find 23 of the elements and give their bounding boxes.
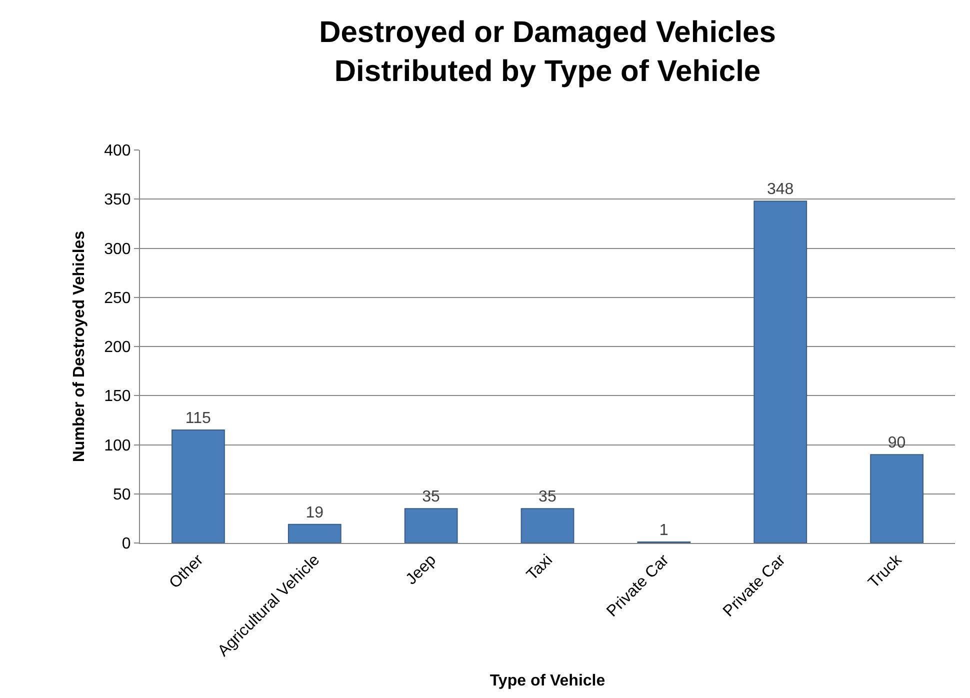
data-label: 1 [659,522,668,540]
data-label: 19 [306,504,324,522]
y-tick-label: 350 [104,192,131,209]
chart-title: Destroyed or Damaged Vehicles Distributed by Type of Vehicle [319,16,776,88]
bar [288,524,342,543]
y-tick-label: 200 [104,339,131,356]
x-axis-title: Type of Vehicle [490,672,606,690]
data-label: 115 [185,410,212,428]
x-tick-label: Taxi [524,552,556,584]
bar [520,508,574,543]
y-tick-label: 400 [104,142,131,160]
data-label: 348 [766,181,794,198]
y-axis-title: Number of Destroyed Vehicles [70,230,88,462]
bar [870,454,924,543]
bar [172,430,225,543]
y-tick-label: 250 [104,290,131,307]
y-tick-label: 0 [122,536,131,553]
bar [404,508,458,543]
y-tick-label: 100 [104,437,131,454]
y-tick-label: 150 [104,388,131,406]
y-tick-label: 300 [104,240,131,258]
y-tick-label: 50 [113,486,131,504]
bar [754,200,808,543]
